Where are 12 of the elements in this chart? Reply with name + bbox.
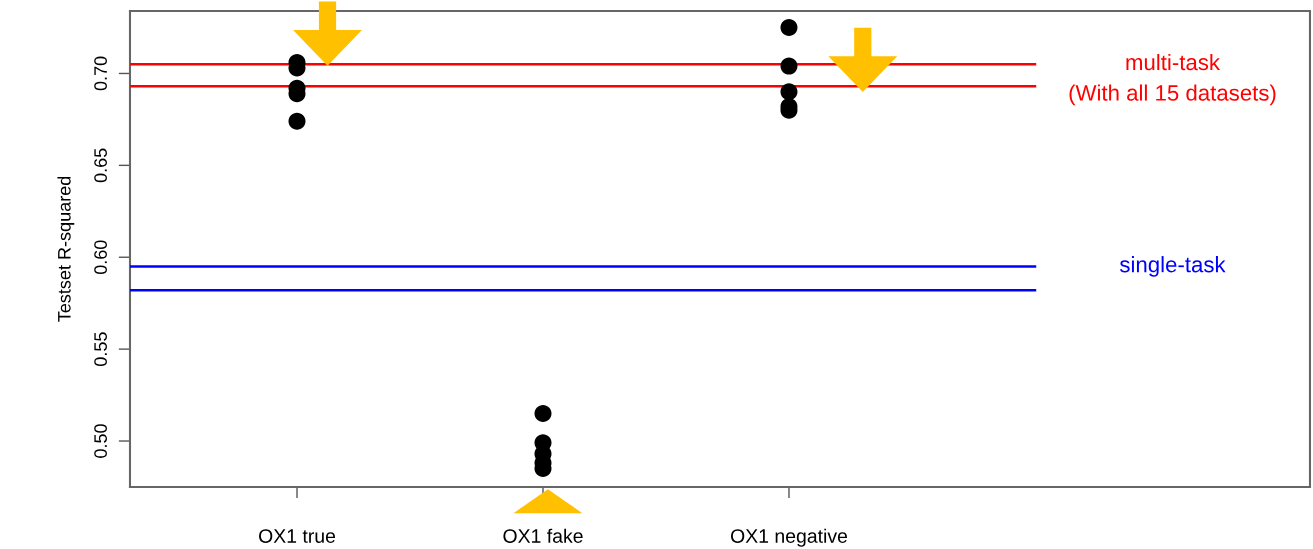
x-tick-label: OX1 fake xyxy=(503,528,583,543)
y-tick-label: 0.65 xyxy=(94,148,107,183)
x-tick-label: OX1 true xyxy=(259,529,336,543)
ref-line-label: multi-task xyxy=(1126,53,1221,71)
y-tick-label: 0.60 xyxy=(94,240,107,275)
y-tick-label: 0.50 xyxy=(94,424,107,458)
y-axis-title: Testset R-squared xyxy=(57,176,75,322)
text: (With all 15 datasets) xyxy=(1069,84,1276,106)
ref-line-label: single-task xyxy=(1119,256,1226,277)
x-tick-label: OX1 negative xyxy=(730,528,848,547)
y-tick-label: 0.55 xyxy=(94,332,107,366)
y-tick-label: 0.70 xyxy=(94,56,107,91)
